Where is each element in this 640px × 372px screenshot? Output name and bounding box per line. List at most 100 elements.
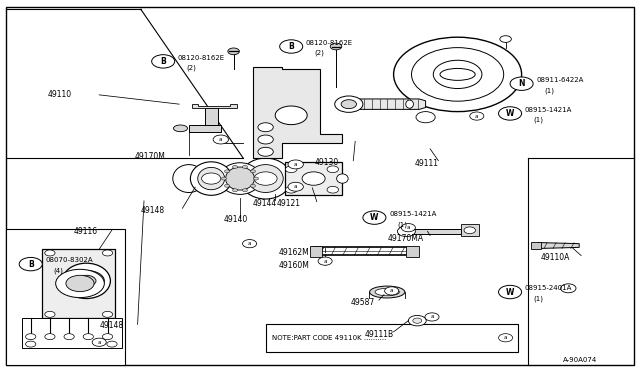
Circle shape [413, 318, 422, 323]
Circle shape [330, 43, 342, 50]
Text: B: B [289, 42, 294, 51]
Circle shape [228, 48, 239, 55]
Circle shape [499, 285, 522, 299]
Circle shape [64, 334, 74, 340]
Circle shape [394, 37, 522, 112]
Text: 08915-2401A: 08915-2401A [525, 285, 572, 291]
Text: a: a [504, 335, 508, 340]
Text: 49111B: 49111B [365, 330, 394, 339]
Circle shape [433, 60, 482, 89]
Circle shape [26, 334, 36, 340]
Ellipse shape [219, 163, 261, 195]
Circle shape [102, 334, 113, 340]
Circle shape [225, 170, 230, 173]
Text: a: a [294, 162, 298, 167]
Bar [285, 162, 342, 195]
Circle shape [243, 189, 248, 192]
Text: (1): (1) [545, 87, 555, 94]
Text: (1): (1) [533, 295, 543, 302]
Circle shape [258, 147, 273, 156]
Circle shape [66, 275, 94, 292]
Text: 49160M: 49160M [278, 262, 309, 270]
Circle shape [77, 275, 96, 286]
Text: 49162M: 49162M [278, 248, 309, 257]
Ellipse shape [173, 164, 205, 193]
Circle shape [92, 338, 106, 346]
Circle shape [152, 55, 175, 68]
Circle shape [254, 172, 277, 185]
Text: a: a [219, 137, 223, 142]
Ellipse shape [191, 162, 232, 195]
Text: 49170MA: 49170MA [387, 234, 423, 243]
Polygon shape [538, 243, 579, 248]
Text: W: W [506, 288, 515, 296]
Circle shape [232, 166, 237, 169]
Text: 08120-8162E: 08120-8162E [178, 55, 225, 61]
Circle shape [280, 40, 303, 53]
Circle shape [385, 287, 399, 295]
Circle shape [499, 107, 522, 120]
Circle shape [288, 160, 303, 169]
Circle shape [213, 135, 228, 144]
Text: 49148: 49148 [141, 206, 165, 215]
Circle shape [83, 334, 93, 340]
Circle shape [470, 112, 484, 120]
Ellipse shape [63, 263, 111, 298]
Ellipse shape [375, 288, 399, 296]
Text: (1): (1) [397, 221, 408, 228]
Circle shape [464, 227, 476, 234]
Text: B: B [28, 260, 33, 269]
Circle shape [285, 186, 297, 193]
Text: a: a [294, 184, 298, 189]
Text: 49110A: 49110A [541, 253, 570, 262]
Circle shape [250, 184, 255, 187]
Text: a: a [323, 259, 327, 264]
Text: 49116: 49116 [74, 227, 98, 236]
Text: 49130: 49130 [315, 158, 339, 167]
Circle shape [102, 250, 113, 256]
Ellipse shape [226, 167, 255, 190]
Circle shape [561, 284, 576, 293]
Text: (2): (2) [186, 65, 196, 71]
Polygon shape [189, 125, 221, 132]
Text: (1): (1) [533, 117, 543, 124]
Text: 08120-8162E: 08120-8162E [306, 40, 353, 46]
Bar [42, 249, 115, 318]
Circle shape [243, 240, 257, 248]
Ellipse shape [440, 68, 475, 80]
Circle shape [285, 166, 297, 173]
Text: W: W [370, 213, 379, 222]
Bar [6, 229, 125, 365]
Ellipse shape [173, 125, 188, 132]
Ellipse shape [240, 158, 291, 199]
Circle shape [225, 184, 230, 187]
Text: 08070-8302A: 08070-8302A [45, 257, 93, 263]
Text: N: N [518, 79, 525, 88]
Text: W: W [506, 109, 515, 118]
Circle shape [243, 166, 248, 169]
Text: a: a [97, 340, 101, 345]
Text: a: a [430, 314, 434, 320]
Text: (4): (4) [54, 267, 63, 274]
Bar [266, 324, 518, 352]
Circle shape [335, 96, 363, 112]
Text: 49121: 49121 [276, 199, 301, 208]
Circle shape [302, 172, 325, 185]
Circle shape [341, 100, 356, 109]
Circle shape [397, 226, 415, 237]
Circle shape [102, 311, 113, 317]
Bar [22, 318, 122, 348]
Text: B: B [161, 57, 166, 66]
Circle shape [45, 334, 55, 340]
Text: 49140: 49140 [224, 215, 248, 224]
Polygon shape [253, 67, 342, 158]
Circle shape [56, 269, 104, 298]
Bar [310, 246, 322, 257]
Circle shape [232, 189, 237, 192]
Circle shape [363, 211, 386, 224]
Circle shape [45, 311, 55, 317]
Ellipse shape [221, 136, 227, 143]
Circle shape [221, 177, 227, 180]
Circle shape [250, 170, 255, 173]
Circle shape [288, 182, 303, 191]
